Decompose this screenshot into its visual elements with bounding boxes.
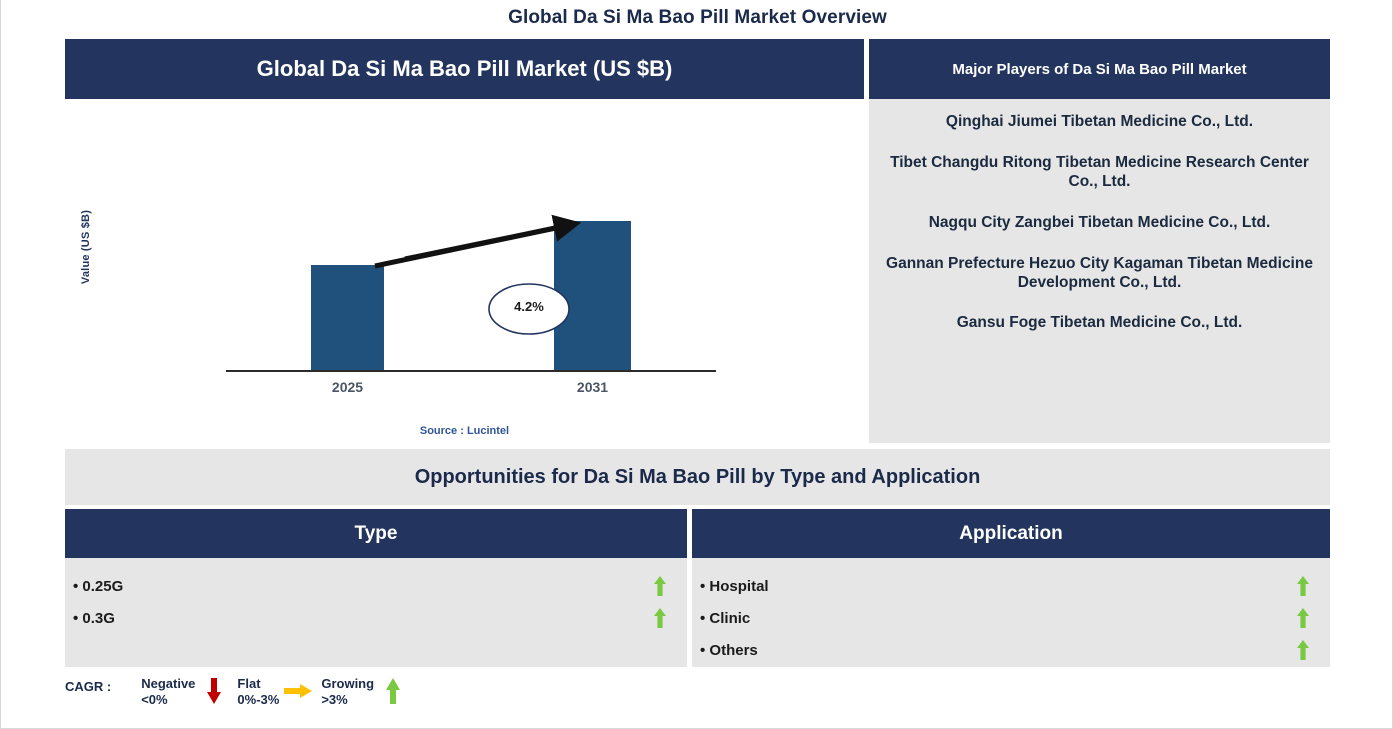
list-item: Gannan Prefecture Hezuo City Kagaman Tib…	[886, 254, 1313, 291]
players-list: Qinghai Jiumei Tibetan Medicine Co., Ltd…	[869, 99, 1330, 443]
players-panel-header: Major Players of Da Si Ma Bao Pill Marke…	[869, 39, 1330, 99]
cagr-legend: CAGR : Negative <0% Flat 0%-3% Growing >…	[65, 676, 416, 709]
arrow-up-green-icon	[378, 676, 408, 706]
page-title: Global Da Si Ma Bao Pill Market Overview	[508, 7, 887, 28]
arrow-right-yellow-icon	[283, 676, 313, 706]
cagr-value-label: 4.2%	[514, 299, 544, 314]
list-item: Qinghai Jiumei Tibetan Medicine Co., Ltd…	[945, 113, 1254, 130]
application-item-label: • Others	[700, 641, 758, 659]
market-chart-panel: Global Da Si Ma Bao Pill Market (US $B) …	[65, 39, 864, 443]
bar-2031	[554, 221, 631, 370]
type-list: • 0.25G • 0.3G	[65, 558, 687, 634]
bar-2025	[311, 265, 384, 370]
chart-panel-header: Global Da Si Ma Bao Pill Market (US $B)	[65, 39, 864, 99]
type-item-label: • 0.25G	[73, 577, 124, 595]
arrow-up-green-icon	[1296, 640, 1310, 660]
list-item: Nagqu City Zangbei Tibetan Medicine Co.,…	[928, 213, 1271, 231]
type-panel-header: Type	[65, 509, 687, 558]
x-tick-2031: 2031	[576, 379, 609, 395]
legend-growing-text: Growing >3%	[321, 676, 374, 709]
chart-x-axis-line	[226, 370, 716, 372]
legend-negative-text: Negative <0%	[141, 676, 195, 709]
list-item: Gansu Foge Tibetan Medicine Co., Ltd.	[956, 314, 1243, 332]
major-players-panel: Major Players of Da Si Ma Bao Pill Marke…	[869, 39, 1330, 443]
chart-source-label: Source : Lucintel	[419, 425, 510, 437]
application-panel-header: Application	[692, 509, 1330, 558]
list-item: • Others	[700, 634, 1318, 666]
arrow-down-red-icon	[199, 676, 229, 706]
list-item: • Hospital	[700, 570, 1318, 602]
cagr-legend-title: CAGR :	[65, 679, 112, 694]
opportunities-banner: Opportunities for Da Si Ma Bao Pill by T…	[65, 449, 1330, 505]
legend-flat-text: Flat 0%-3%	[237, 676, 279, 709]
legend-entry-negative: Negative <0%	[141, 676, 233, 709]
arrow-up-green-icon	[653, 608, 667, 628]
application-item-label: • Hospital	[700, 577, 769, 595]
type-panel: Type • 0.25G • 0.3G	[65, 509, 687, 667]
list-item: • 0.25G	[73, 570, 675, 602]
legend-entry-growing: Growing >3%	[321, 676, 412, 709]
list-item: Tibet Changdu Ritong Tibetan Medicine Re…	[890, 153, 1309, 190]
legend-growing-name: Growing	[321, 676, 375, 691]
legend-entry-flat: Flat 0%-3%	[237, 676, 317, 709]
list-item: • Clinic	[700, 602, 1318, 634]
type-item-label: • 0.3G	[73, 609, 115, 627]
legend-growing-range: >3%	[321, 692, 348, 708]
application-item-label: • Clinic	[700, 609, 751, 627]
application-list: • Hospital • Clinic • Others	[692, 558, 1330, 666]
chart-plot-area: Value (US $B) 2025 2031 4.2% Source : Lu…	[65, 99, 864, 443]
arrow-up-green-icon	[1296, 576, 1310, 596]
legend-negative-name: Negative	[141, 676, 196, 691]
legend-negative-range: <0%	[141, 692, 168, 708]
cagr-arrow-callout	[374, 214, 582, 335]
arrow-up-green-icon	[653, 576, 667, 596]
arrow-up-green-icon	[1296, 608, 1310, 628]
application-panel: Application • Hospital • Clinic • Others	[692, 509, 1330, 667]
list-item: • 0.3G	[73, 602, 675, 634]
x-tick-2025: 2025	[331, 379, 364, 395]
legend-flat-name: Flat	[237, 676, 261, 691]
legend-flat-range: 0%-3%	[237, 692, 280, 708]
